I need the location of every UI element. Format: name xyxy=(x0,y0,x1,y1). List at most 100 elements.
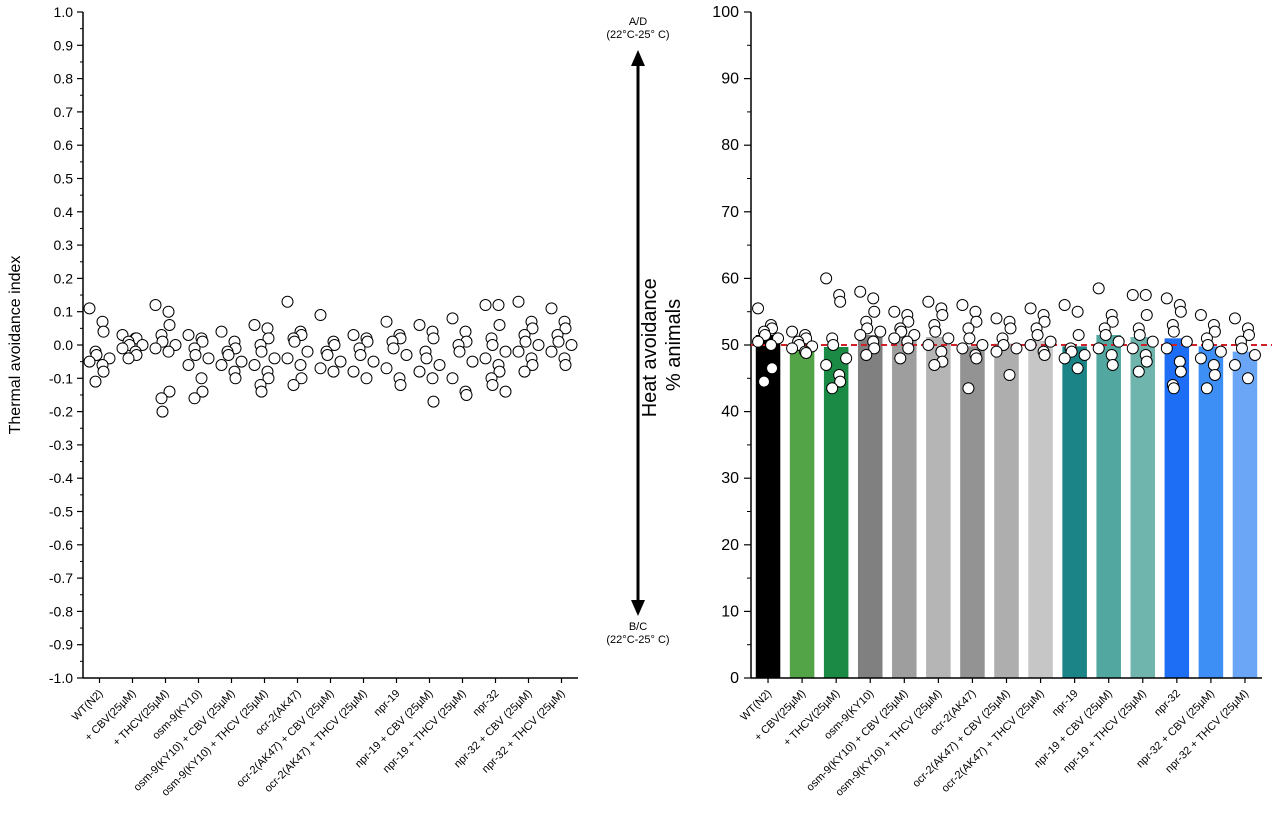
left-data-point xyxy=(347,329,360,342)
left-data-point xyxy=(215,358,228,371)
left-data-point xyxy=(512,295,525,308)
right-data-point xyxy=(929,325,942,338)
left-data-point xyxy=(334,355,347,368)
left-data-point xyxy=(367,355,380,368)
left-data-point xyxy=(196,335,209,348)
right-data-point xyxy=(1072,329,1085,342)
left-data-point xyxy=(328,339,341,351)
right-data-point xyxy=(1180,335,1193,348)
left-data-point xyxy=(380,362,393,375)
right-data-point xyxy=(902,342,915,355)
right-data-point xyxy=(1174,365,1187,378)
left-data-point xyxy=(314,309,327,322)
bar xyxy=(960,346,985,678)
right-data-point xyxy=(1038,315,1051,328)
bar xyxy=(857,335,883,678)
left-data-point xyxy=(262,332,275,345)
left-y-tick-label: -0.6 xyxy=(49,537,73,553)
bar xyxy=(1028,341,1053,678)
left-data-point xyxy=(314,362,327,375)
right-data-point xyxy=(1003,368,1016,381)
left-data-point xyxy=(96,315,109,328)
left-data-point xyxy=(559,358,572,371)
left-data-point xyxy=(565,339,578,351)
left-data-point xyxy=(301,345,314,358)
left-data-point xyxy=(155,392,168,405)
left-data-point xyxy=(261,322,274,335)
right-data-point xyxy=(1112,335,1125,348)
right-data-point xyxy=(1058,352,1071,365)
right-data-point xyxy=(1201,339,1214,351)
bar xyxy=(994,343,1019,678)
right-data-point xyxy=(894,352,907,365)
right-data-point xyxy=(976,339,989,351)
left-y-tick-label: 1.0 xyxy=(54,4,74,20)
right-data-point xyxy=(969,305,982,318)
right-data-point xyxy=(1160,292,1173,305)
arrow-top-label: A/D xyxy=(629,16,647,28)
right-y-tick-label: 10 xyxy=(721,603,739,620)
right-data-point xyxy=(935,345,948,358)
left-data-point xyxy=(479,352,492,365)
right-data-point xyxy=(942,332,955,345)
right-data-point xyxy=(752,335,765,348)
right-data-point xyxy=(758,375,771,388)
right-data-point xyxy=(765,339,778,351)
thermal-direction-arrow: A/D (22°C-25° C) B/C (22°C-25° C) xyxy=(606,16,669,646)
left-y-tick-label: 0.9 xyxy=(54,37,74,53)
right-x-tick-label: npr-32 xyxy=(1152,688,1183,719)
left-data-point xyxy=(413,365,426,378)
right-data-point xyxy=(874,325,887,338)
left-data-point xyxy=(156,405,169,418)
right-data-point xyxy=(1105,348,1118,361)
right-data-point xyxy=(854,329,867,342)
left-data-point xyxy=(400,348,413,361)
left-data-point xyxy=(149,299,162,312)
right-data-point xyxy=(922,339,935,351)
left-data-point xyxy=(295,372,308,385)
bar xyxy=(892,336,917,678)
right-y-tick-label: 0 xyxy=(730,670,739,687)
right-data-point xyxy=(868,305,881,318)
left-y-tick-label: 0.4 xyxy=(54,204,74,220)
left-data-point xyxy=(545,302,558,315)
right-data-point xyxy=(860,348,873,361)
right-data-point xyxy=(1167,325,1180,338)
left-y-tick-label: 0.2 xyxy=(54,270,74,286)
left-data-point xyxy=(163,385,176,398)
right-data-point xyxy=(1241,372,1254,385)
right-data-point xyxy=(990,345,1003,358)
right-data-point xyxy=(826,382,839,395)
left-y-tick-label: -0.1 xyxy=(49,370,73,386)
right-data-point xyxy=(956,342,969,355)
left-data-point xyxy=(420,352,433,365)
left-data-point xyxy=(116,342,129,355)
left-data-point xyxy=(288,335,301,348)
left-y-axis-label: Thermal avoidance index xyxy=(7,256,24,435)
left-data-point xyxy=(162,345,175,358)
left-data-point xyxy=(413,319,426,332)
left-data-point xyxy=(427,332,440,345)
left-data-point xyxy=(347,365,360,378)
right-data-point xyxy=(1092,342,1105,355)
left-data-point xyxy=(380,315,393,328)
right-y-tick-label: 80 xyxy=(721,137,739,154)
left-data-point xyxy=(195,372,208,385)
bar xyxy=(823,346,849,678)
left-data-point xyxy=(486,378,499,391)
right-data-point xyxy=(1214,345,1227,358)
left-x-tick-label: npr-32 xyxy=(471,688,502,719)
right-data-point xyxy=(963,332,976,345)
left-data-point xyxy=(446,312,459,325)
right-data-point xyxy=(1106,358,1119,371)
left-y-tick-label: -0.3 xyxy=(49,437,73,453)
right-data-point xyxy=(990,312,1003,325)
bar xyxy=(1232,351,1258,678)
right-data-point xyxy=(1024,302,1037,315)
right-data-point xyxy=(962,322,975,335)
left-data-point xyxy=(281,352,294,365)
right-data-point xyxy=(1200,382,1213,395)
left-y-tick-label: 0.5 xyxy=(54,171,74,187)
right-data-point xyxy=(1126,342,1139,355)
left-data-point xyxy=(287,378,300,391)
